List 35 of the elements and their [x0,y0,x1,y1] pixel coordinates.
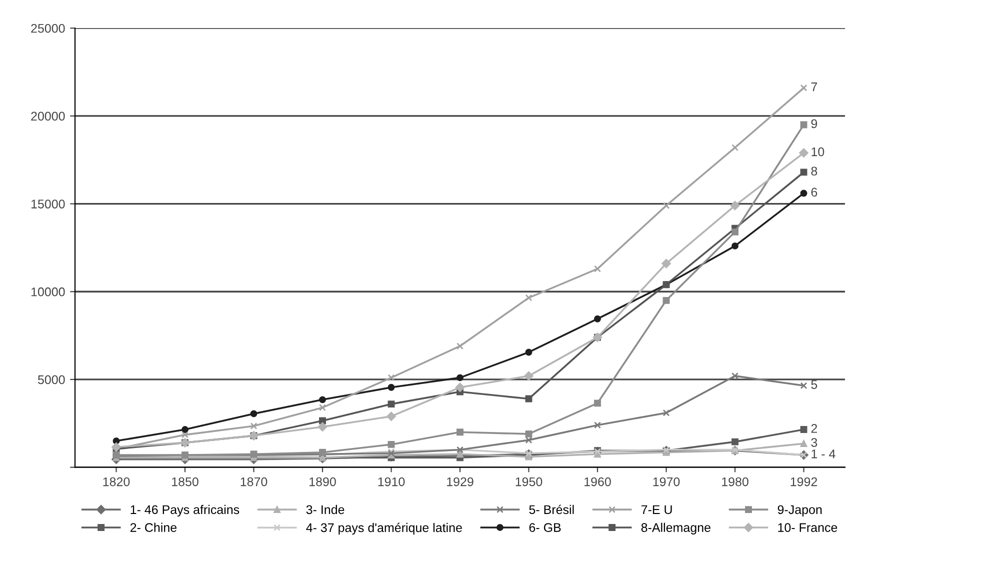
annotation: 10 [812,147,824,156]
x-tick-label: 1970 [653,477,680,486]
x-tick-label: 1929 [447,477,474,486]
annotation: 9 [811,119,818,128]
y-tick-label: 20000 [31,112,65,121]
x-tick-label: 1960 [584,477,611,486]
legend-label: 3- Inde [306,504,344,514]
x-tick-label: 1992 [790,477,818,486]
x-tick-label: 1980 [722,477,748,486]
y-tick-label: 15000 [31,200,65,208]
annotation: 2 [811,424,818,433]
x-tick-label: 1850 [172,477,198,486]
annotation: 8 [811,166,818,176]
annotation: 3 [811,438,818,447]
legend-label: 1- 46 Pays africains [130,504,240,517]
x-tick-label: 1950 [516,477,542,486]
x-tick-label: 1910 [378,477,405,486]
legend-label: 10- France [778,523,838,532]
annotation: 5 [811,380,818,389]
x-tick-label: 1870 [240,477,268,486]
legend-label: 4- 37 pays d'amérique latine [306,522,462,535]
y-tick-label: 25000 [31,24,65,33]
legend-label: 5- Brésil [529,504,574,514]
legend-label: 6- GB [529,523,561,532]
x-tick-label: 1820 [103,477,130,486]
legend-label: 7-E U [641,505,672,514]
y-tick-label: 10000 [31,287,65,296]
legend-label: 8-Allemagne [641,522,710,534]
annotation: 7 [811,82,818,92]
annotation: 1 - 4 [812,450,836,458]
legend-label: 9-Japon [778,505,822,517]
annotation: 6 [811,188,818,197]
legend-label: 2- Chine [130,522,177,532]
y-tick-label: 5000 [38,375,65,384]
x-tick-label: 1890 [310,477,336,486]
